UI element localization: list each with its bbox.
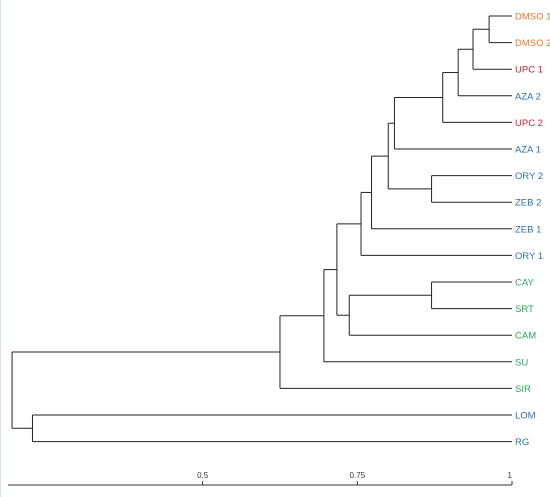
- leaf-labels: DMSO 1 DMSO 2 UPC 1 AZA 2 UPC 2 AZA 1 ORY 2 ZEB…: [515, 12, 550, 449]
- dendrogram-link: [472, 28, 512, 70]
- dendrogram-link: [11, 351, 280, 429]
- leaf-label: CAY: [515, 278, 534, 289]
- leaf-label: UPC 2: [515, 118, 543, 129]
- axis-tick-label: 0.75: [350, 471, 366, 480]
- leaf-label: DMSO 2: [515, 38, 550, 49]
- dendrogram-link: [488, 15, 512, 44]
- leaf-label: ZEB 1: [515, 224, 541, 235]
- dendrogram-branches: [11, 15, 512, 443]
- leaf-label: SIR: [515, 384, 531, 395]
- dendrogram-link: [431, 175, 512, 203]
- leaf-label: CAM: [515, 331, 536, 342]
- leaf-label: AZA 1: [515, 145, 541, 156]
- dendrogram-link: [31, 414, 512, 443]
- dendrogram-link: [431, 281, 512, 310]
- leaf-label: RG: [515, 437, 529, 448]
- axis-tick-label: 1: [508, 471, 513, 480]
- leaf-label: ORY 1: [515, 251, 543, 262]
- leaf-label: SU: [515, 357, 528, 368]
- dendrogram-link: [323, 269, 512, 363]
- dendrogram-link: [442, 72, 512, 123]
- leaf-label: ZEB 2: [515, 198, 541, 209]
- leaf-label: ORY 2: [515, 171, 543, 182]
- dendrogram-link: [279, 315, 512, 389]
- dendrogram-link: [371, 155, 512, 230]
- leaf-label: DMSO 1: [515, 12, 550, 23]
- leaf-label: SRT: [515, 304, 534, 315]
- leaf-label: LOM: [515, 411, 536, 422]
- dendrogram-link: [348, 294, 512, 336]
- similarity-axis: 0.5 0.75 1: [8, 471, 513, 486]
- dendrogram-link: [393, 96, 512, 150]
- left-border: [0, 0, 1, 497]
- axis-tick-label: 0.5: [197, 471, 209, 480]
- leaf-label: UPC 1: [515, 65, 543, 76]
- leaf-label: AZA 2: [515, 91, 541, 102]
- dendrogram-link: [457, 48, 512, 97]
